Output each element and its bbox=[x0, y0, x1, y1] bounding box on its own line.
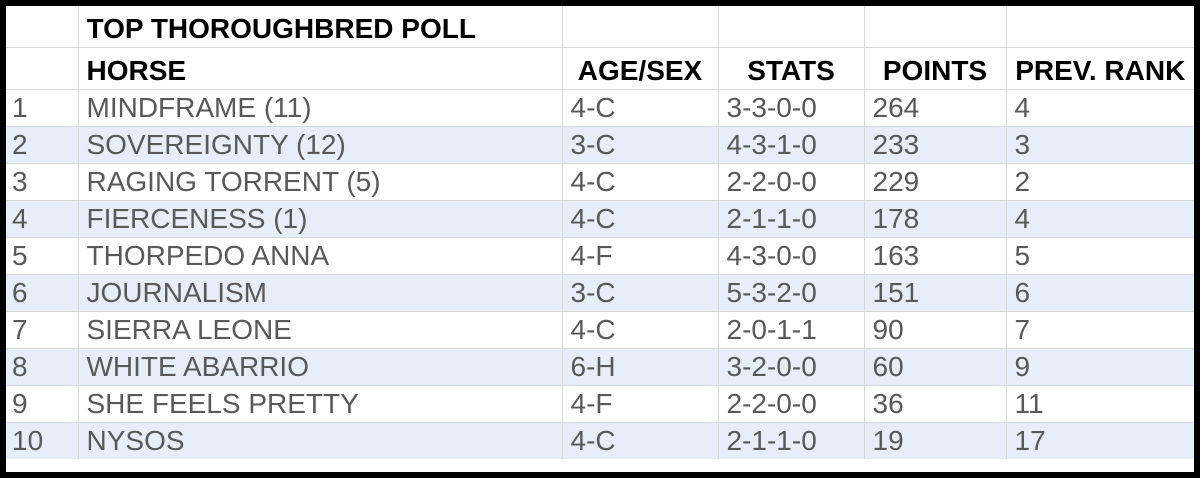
prev-rank-cell: 4 bbox=[1006, 200, 1194, 238]
stats-cell: 5-3-2-0 bbox=[718, 274, 865, 312]
stats-cell: 3-3-0-0 bbox=[718, 89, 865, 127]
horse-cell: THORPEDO ANNA bbox=[78, 237, 563, 275]
age-sex-cell: 6-H bbox=[562, 348, 719, 386]
stats-cell: 2-2-0-0 bbox=[718, 385, 865, 423]
table-row: 8 WHITE ABARRIO 6-H 3-2-0-0 60 9 bbox=[6, 348, 1194, 386]
table-row: 1 MINDFRAME (11) 4-C 3-3-0-0 264 4 bbox=[6, 89, 1194, 127]
age-sex-cell: 3-C bbox=[562, 126, 719, 164]
points-cell: 233 bbox=[864, 126, 1007, 164]
rank-cell: 5 bbox=[6, 237, 79, 275]
title-empty-cell bbox=[562, 6, 719, 48]
age-sex-cell: 4-C bbox=[562, 89, 719, 127]
prev-rank-cell: 5 bbox=[1006, 237, 1194, 275]
horse-cell: SHE FEELS PRETTY bbox=[78, 385, 563, 423]
points-header: POINTS bbox=[864, 47, 1007, 90]
rank-cell: 8 bbox=[6, 348, 79, 386]
horse-header: HORSE bbox=[78, 47, 563, 90]
points-cell: 151 bbox=[864, 274, 1007, 312]
points-cell: 60 bbox=[864, 348, 1007, 386]
rank-cell: 1 bbox=[6, 89, 79, 127]
prev-rank-cell: 2 bbox=[1006, 163, 1194, 201]
rank-cell: 3 bbox=[6, 163, 79, 201]
stats-cell: 4-3-1-0 bbox=[718, 126, 865, 164]
points-cell: 163 bbox=[864, 237, 1007, 275]
table-row: 10 NYSOS 4-C 2-1-1-0 19 17 bbox=[6, 422, 1194, 459]
stats-cell: 2-2-0-0 bbox=[718, 163, 865, 201]
title-empty-cell bbox=[1006, 6, 1194, 48]
prev-rank-cell: 4 bbox=[1006, 89, 1194, 127]
table-title: TOP THOROUGHBRED POLL bbox=[78, 6, 563, 48]
points-cell: 264 bbox=[864, 89, 1007, 127]
horse-cell: FIERCENESS (1) bbox=[78, 200, 563, 238]
horse-cell: MINDFRAME (11) bbox=[78, 89, 563, 127]
table-row: 6 JOURNALISM 3-C 5-3-2-0 151 6 bbox=[6, 274, 1194, 312]
horse-cell: NYSOS bbox=[78, 422, 563, 459]
age-sex-cell: 4-F bbox=[562, 385, 719, 423]
header-row: HORSE AGE/SEX STATS POINTS PREV. RANK bbox=[6, 47, 1194, 90]
prev-rank-cell: 7 bbox=[1006, 311, 1194, 349]
prev-rank-cell: 3 bbox=[1006, 126, 1194, 164]
table-row: 9 SHE FEELS PRETTY 4-F 2-2-0-0 36 11 bbox=[6, 385, 1194, 423]
rank-cell: 2 bbox=[6, 126, 79, 164]
prev-rank-cell: 11 bbox=[1006, 385, 1194, 423]
title-row: TOP THOROUGHBRED POLL bbox=[6, 6, 1194, 48]
age-sex-cell: 4-C bbox=[562, 200, 719, 238]
stats-cell: 2-0-1-1 bbox=[718, 311, 865, 349]
table-row: 7 SIERRA LEONE 4-C 2-0-1-1 90 7 bbox=[6, 311, 1194, 349]
age-sex-cell: 4-C bbox=[562, 422, 719, 459]
rank-cell: 7 bbox=[6, 311, 79, 349]
age-sex-cell: 4-C bbox=[562, 311, 719, 349]
table-row: 5 THORPEDO ANNA 4-F 4-3-0-0 163 5 bbox=[6, 237, 1194, 275]
title-empty-cell bbox=[718, 6, 865, 48]
rank-cell: 4 bbox=[6, 200, 79, 238]
title-corner-cell bbox=[6, 6, 79, 48]
age-sex-cell: 4-C bbox=[562, 163, 719, 201]
table-row: 2 SOVEREIGNTY (12) 3-C 4-3-1-0 233 3 bbox=[6, 126, 1194, 164]
age-sex-cell: 3-C bbox=[562, 274, 719, 312]
rank-cell: 6 bbox=[6, 274, 79, 312]
poll-table: TOP THOROUGHBRED POLL HORSE AGE/SEX STAT… bbox=[6, 6, 1194, 459]
stats-cell: 2-1-1-0 bbox=[718, 422, 865, 459]
horse-cell: RAGING TORRENT (5) bbox=[78, 163, 563, 201]
points-cell: 19 bbox=[864, 422, 1007, 459]
age-sex-cell: 4-F bbox=[562, 237, 719, 275]
points-cell: 178 bbox=[864, 200, 1007, 238]
horse-cell: WHITE ABARRIO bbox=[78, 348, 563, 386]
rank-cell: 10 bbox=[6, 422, 79, 459]
prev-rank-cell: 17 bbox=[1006, 422, 1194, 459]
title-empty-cell bbox=[864, 6, 1007, 48]
prev-rank-cell: 6 bbox=[1006, 274, 1194, 312]
stats-cell: 3-2-0-0 bbox=[718, 348, 865, 386]
points-cell: 229 bbox=[864, 163, 1007, 201]
horse-cell: JOURNALISM bbox=[78, 274, 563, 312]
table-row: 4 FIERCENESS (1) 4-C 2-1-1-0 178 4 bbox=[6, 200, 1194, 238]
prev-rank-header: PREV. RANK bbox=[1006, 47, 1194, 90]
table-row: 3 RAGING TORRENT (5) 4-C 2-2-0-0 229 2 bbox=[6, 163, 1194, 201]
age-sex-header: AGE/SEX bbox=[562, 47, 719, 90]
stats-cell: 2-1-1-0 bbox=[718, 200, 865, 238]
stats-cell: 4-3-0-0 bbox=[718, 237, 865, 275]
prev-rank-cell: 9 bbox=[1006, 348, 1194, 386]
horse-cell: SIERRA LEONE bbox=[78, 311, 563, 349]
rank-header-cell bbox=[6, 47, 79, 90]
points-cell: 36 bbox=[864, 385, 1007, 423]
stats-header: STATS bbox=[718, 47, 865, 90]
rank-cell: 9 bbox=[6, 385, 79, 423]
horse-cell: SOVEREIGNTY (12) bbox=[78, 126, 563, 164]
points-cell: 90 bbox=[864, 311, 1007, 349]
